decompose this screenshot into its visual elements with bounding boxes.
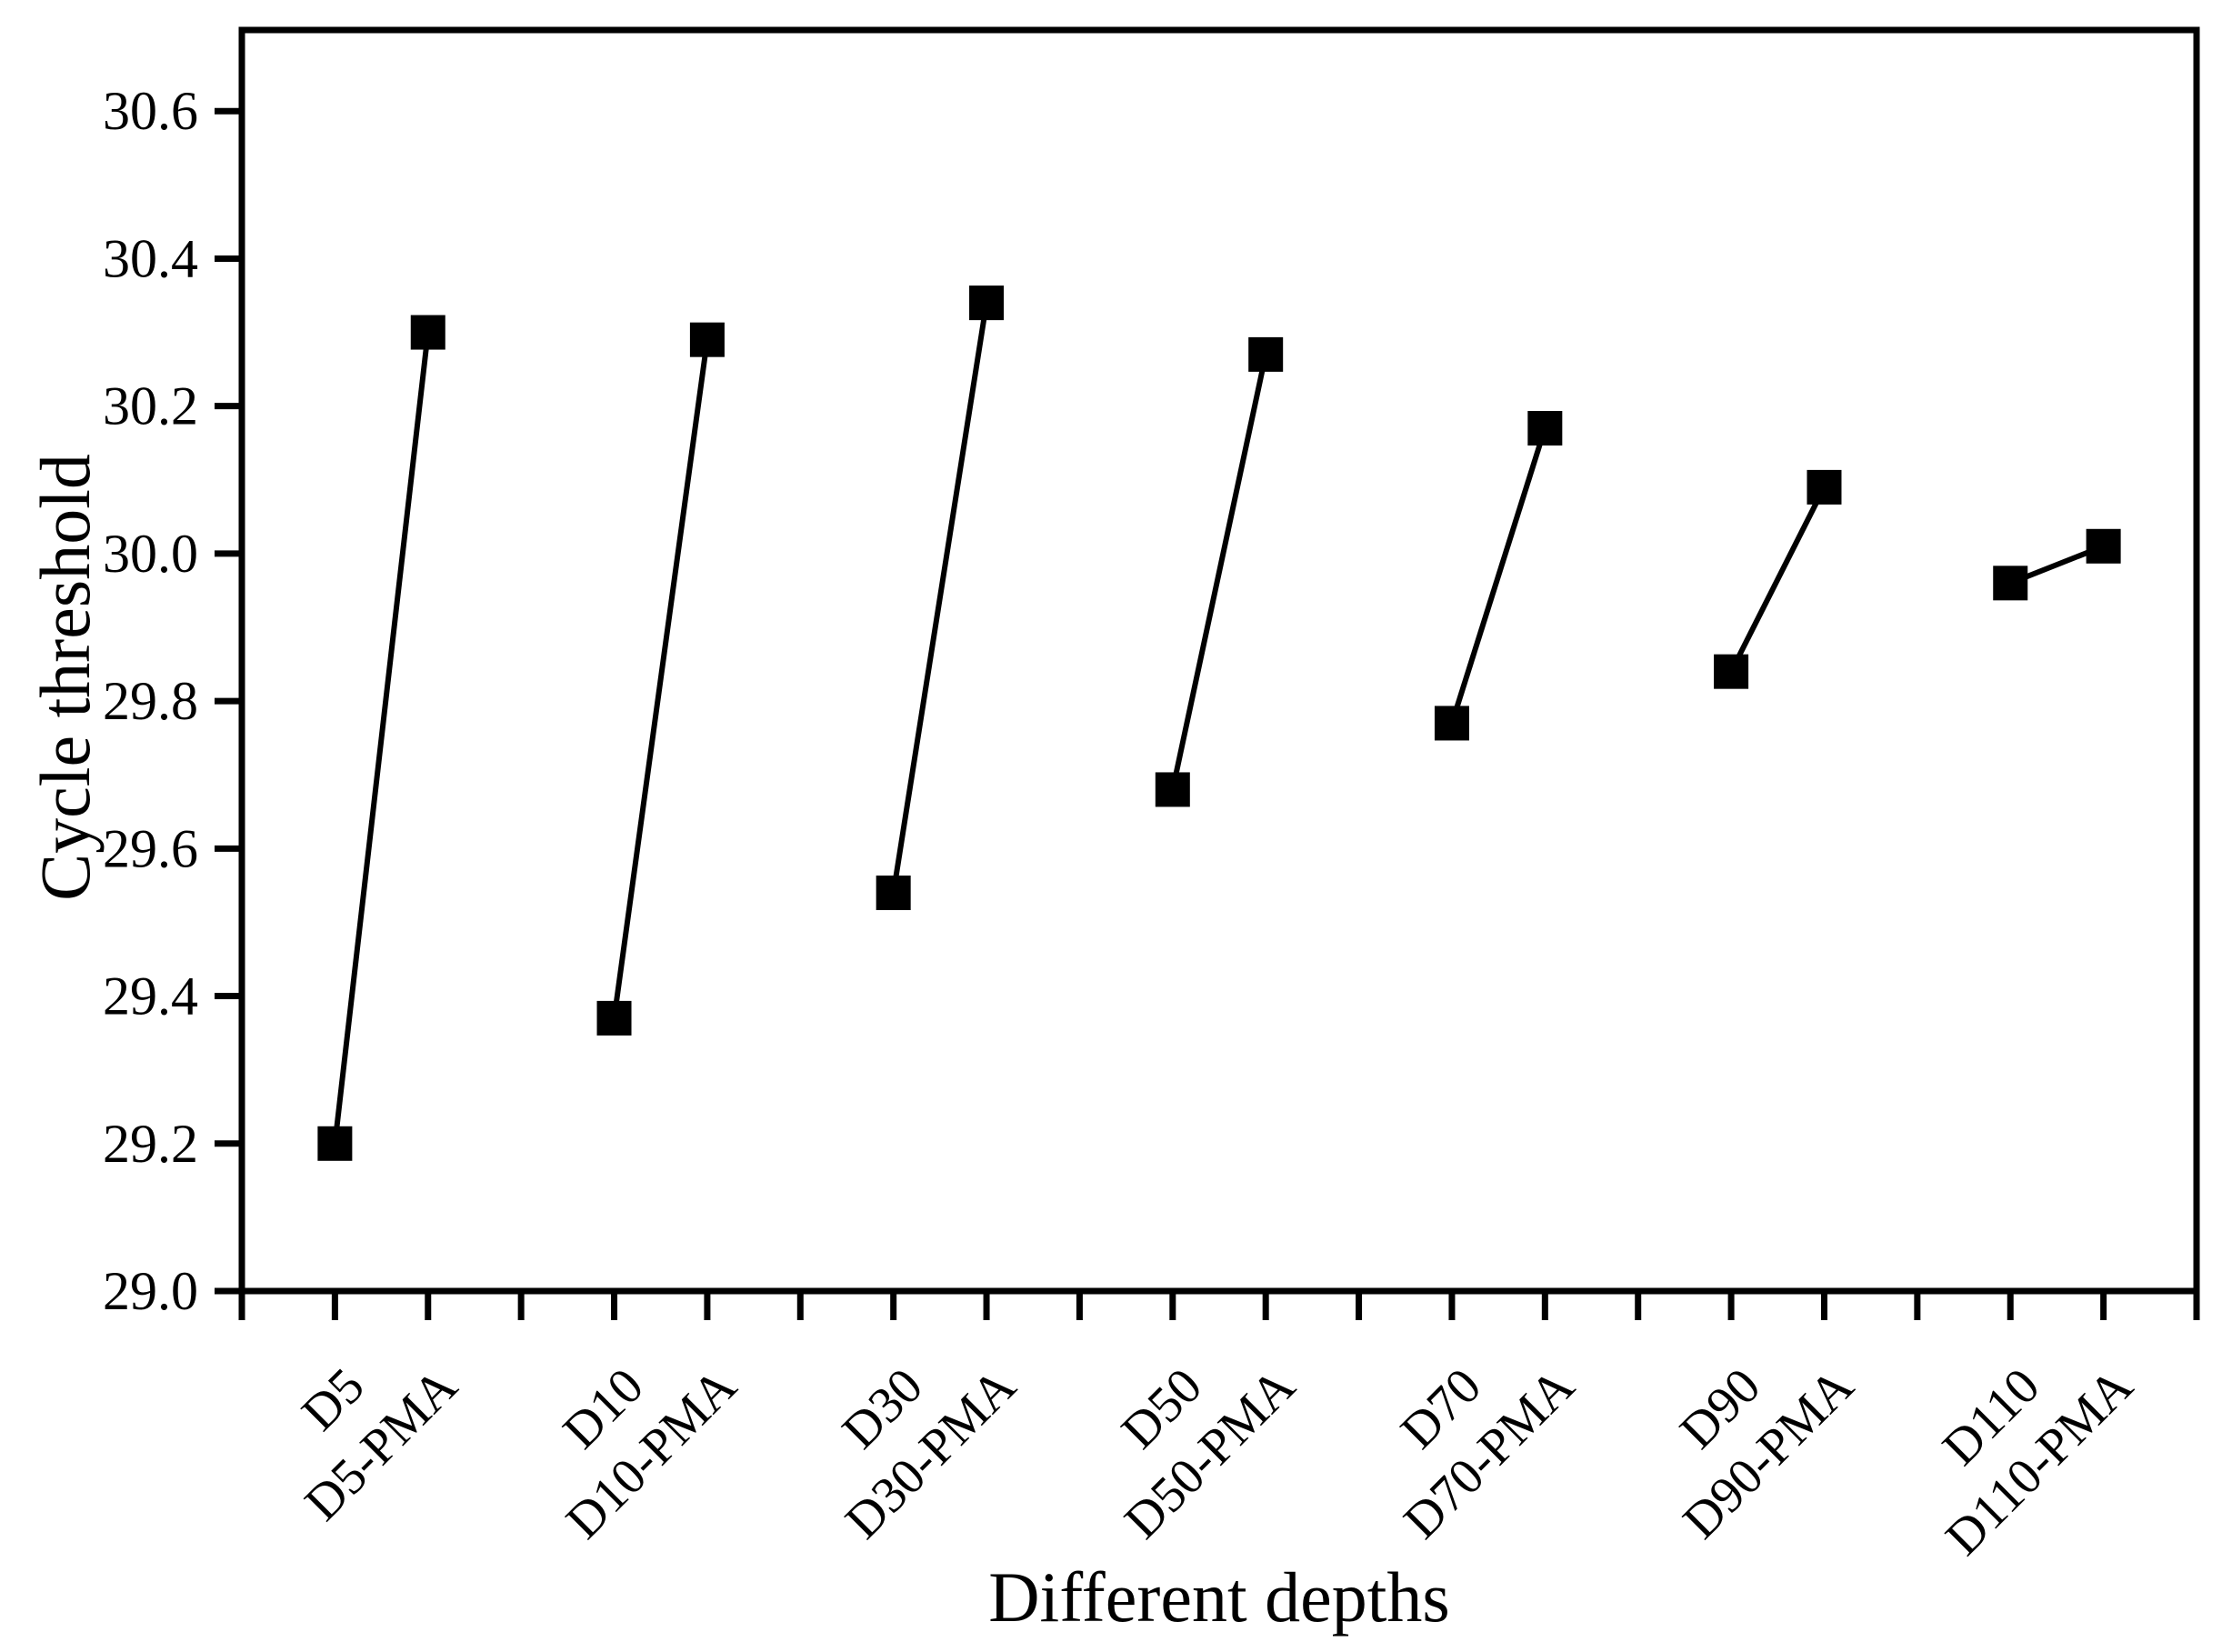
y-tick-label: 29.4 [103,966,198,1026]
data-point-marker [969,285,1005,321]
data-point-marker [317,1126,353,1161]
pair-line [332,332,431,1145]
data-point-marker [410,315,445,350]
data-point-marker [876,876,911,910]
y-tick-label: 29.6 [103,818,198,878]
data-point-marker [1714,654,1749,689]
plot-frame [238,26,2200,1295]
data-point-marker [2086,528,2121,564]
data-point-marker [1248,336,1284,372]
pair-line [611,339,710,1019]
pair-line [1449,427,1548,725]
x-axis-title: Different depths [988,1557,1450,1637]
y-tick-label: 29.8 [103,671,198,731]
pair-line [1728,486,1827,674]
x-tick-label: D10-PMA [556,1357,747,1549]
pair-line [1169,354,1269,791]
y-tick-label: 30.0 [103,524,198,584]
data-point-marker [596,1000,632,1036]
data-point-marker [689,322,725,357]
pair-line [890,302,990,894]
data-point-marker [1434,706,1469,741]
x-tick-label: D90-PMA [1673,1357,1865,1549]
y-tick-label: 30.6 [103,81,198,141]
x-tick-label: D50-PMA [1114,1357,1306,1549]
data-point-marker [1155,772,1190,807]
data-point-marker [1993,566,2028,601]
x-tick-label: D30-PMA [835,1357,1026,1549]
y-tick-label: 30.2 [103,376,198,436]
y-tick-label: 30.4 [103,228,198,288]
y-tick-label: 29.0 [103,1261,198,1321]
y-axis-title: Cycle threshold [25,454,105,901]
x-tick-label: D70-PMA [1393,1357,1585,1549]
y-tick-label: 29.2 [103,1114,198,1174]
data-point-marker [1807,469,1842,505]
data-point-marker [1527,411,1563,446]
